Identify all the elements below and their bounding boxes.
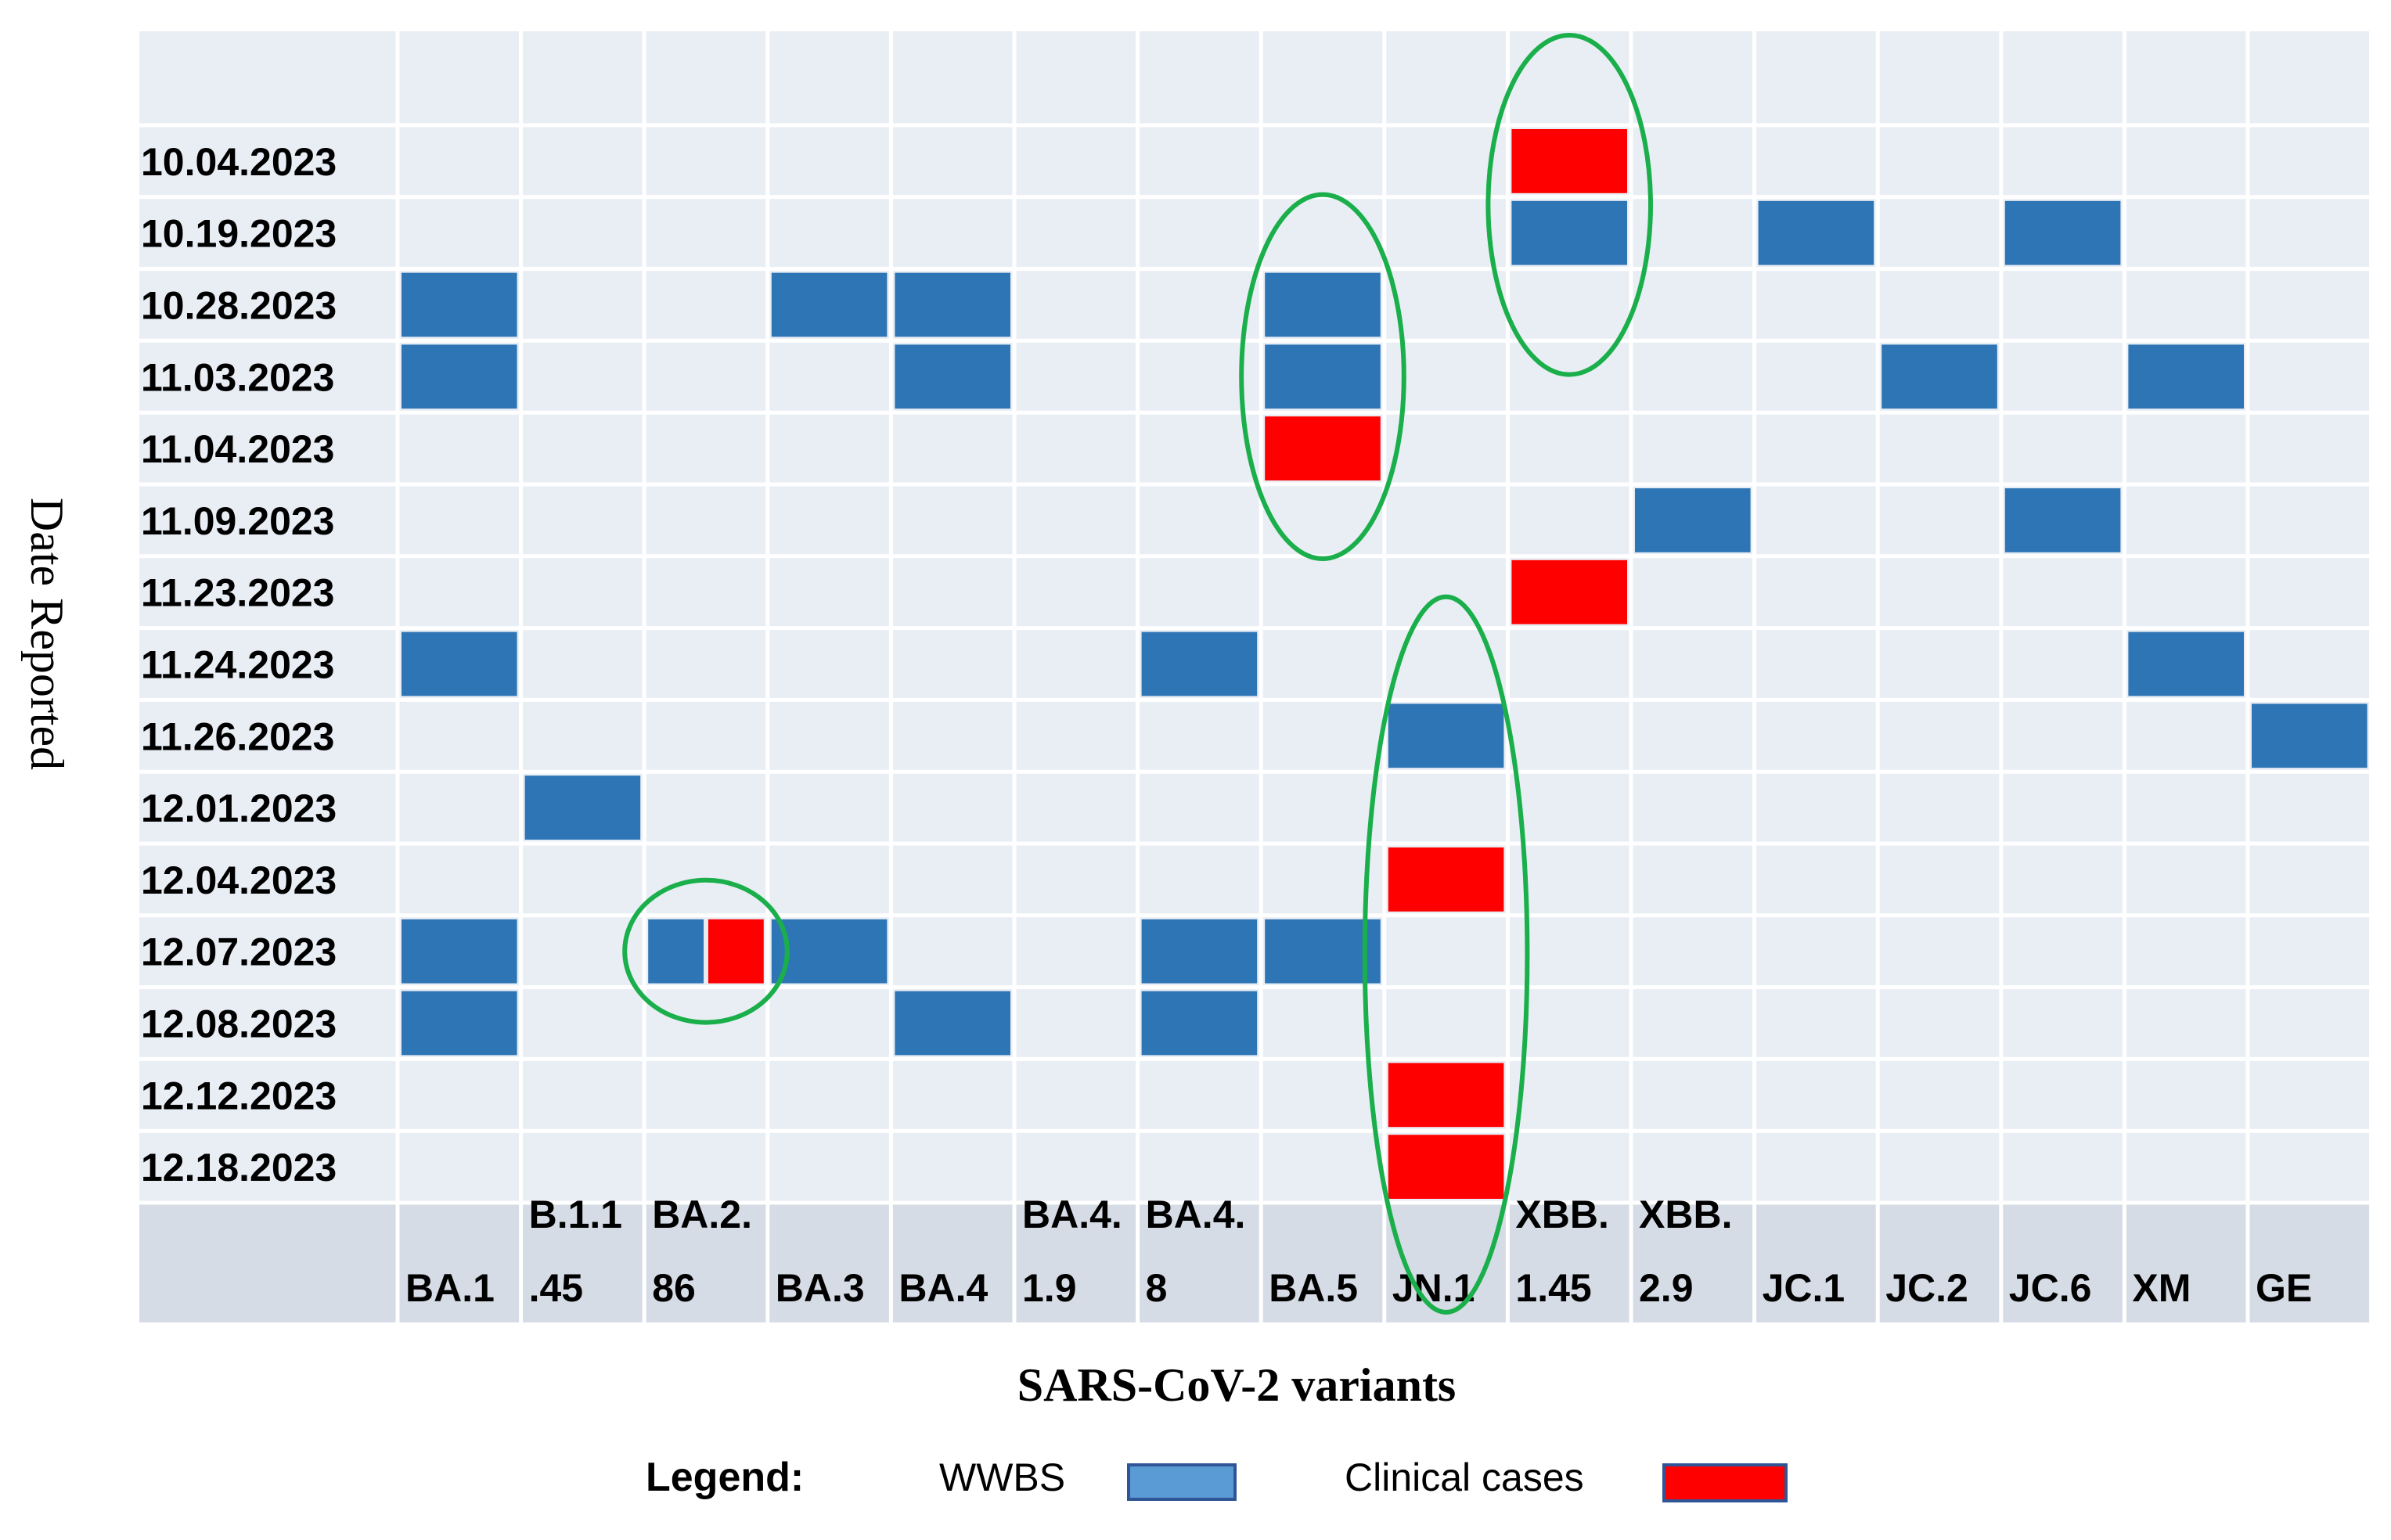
cell-wwbs-BA-1-12-08-2023	[402, 991, 517, 1056]
heatmap-grid	[139, 31, 2374, 1322]
row-label: 10.28.2023	[141, 284, 337, 328]
cell-wwbs-XM-11-03-2023	[2128, 344, 2244, 409]
column-label: JC.1	[1763, 1266, 1845, 1310]
column-label: BA.1	[405, 1266, 495, 1310]
column-label: 86	[652, 1266, 696, 1310]
cell-wwbs-JC-2-11-03-2023	[1881, 344, 1997, 409]
cell-wwbs-BA-4-11-03-2023	[895, 344, 1010, 409]
column-label: JC.2	[1885, 1266, 1968, 1310]
column-label: JN.1	[1392, 1266, 1475, 1310]
row-label: 12.08.2023	[141, 1002, 337, 1046]
cell-wwbs-BA-4-8-12-08-2023	[1141, 991, 1258, 1056]
legend-swatch-wwbs	[1127, 1463, 1237, 1501]
column-label: 1.9	[1022, 1266, 1077, 1310]
column-label: BA.4.	[1022, 1193, 1122, 1236]
legend-title: Legend:	[646, 1455, 804, 1500]
cell-wwbs-BA-1-11-03-2023	[402, 344, 517, 409]
cell-wwbs-BA-5-12-07-2023	[1265, 919, 1381, 984]
legend-swatch-clinical	[1662, 1463, 1788, 1502]
row-label: 12.04.2023	[141, 858, 337, 902]
y-axis-label: Date Reported	[21, 498, 73, 770]
row-label: 11.03.2023	[141, 355, 335, 399]
row-label: 11.26.2023	[141, 714, 335, 758]
cell-wwbs-BA-1-11-24-2023	[402, 631, 517, 696]
column-label: XM	[2132, 1266, 2191, 1310]
cell-wwbs-GE-11-26-2023	[2252, 703, 2368, 768]
legend: Legend: WWBS Clinical cases	[646, 1455, 1788, 1502]
highlight-rings	[622, 32, 1653, 1315]
cell-wwbs-BA-3-10-28-2023	[771, 272, 888, 337]
row-label: 11.23.2023	[141, 571, 335, 615]
cell-wwbs-BA-3-12-07-2023	[771, 919, 888, 984]
column-label: BA.5	[1269, 1266, 1358, 1310]
row-label: 10.04.2023	[141, 140, 337, 184]
row-label: 10.19.2023	[141, 212, 337, 256]
cell-wwbs-JC-1-10-19-2023	[1758, 200, 1874, 265]
column-label: GE	[2256, 1266, 2312, 1310]
cell-wwbs-B-1-1-45-12-01-2023	[524, 775, 641, 840]
cell-wwbs-BA-4-8-11-24-2023	[1141, 631, 1258, 696]
column-label: 2.9	[1639, 1266, 1694, 1310]
column-label: XBB.	[1639, 1193, 1732, 1236]
cell-wwbs-XM-11-24-2023	[2128, 631, 2244, 696]
row-label: 12.01.2023	[141, 786, 337, 830]
column-labels: BA.1 B.1.1 .45 BA.2. 86 BA.3 BA.4 BA.4. 1.9 BA.4.…	[405, 1193, 2312, 1310]
row-label: 12.12.2023	[141, 1074, 337, 1117]
row-label: 12.18.2023	[141, 1146, 337, 1189]
column-label: BA.4.	[1146, 1193, 1246, 1236]
cell-wwbs-BA-2-86-12-07-2023	[648, 919, 704, 984]
cell-wwbs-BA-4-10-28-2023	[895, 272, 1010, 337]
cell-wwbs-BA-5-11-03-2023	[1265, 344, 1381, 409]
cell-clinical-XBB-1-45-10-04-2023	[1511, 129, 1627, 193]
column-label: XBB.	[1515, 1193, 1608, 1236]
legend-label-wwbs: WWBS	[939, 1455, 1065, 1499]
column-label: 1.45	[1515, 1266, 1591, 1310]
cell-wwbs-XBB-1-45-10-19-2023	[1511, 200, 1627, 265]
column-label: BA.4	[898, 1266, 988, 1310]
column-label: 8	[1146, 1266, 1168, 1310]
column-label: B.1.1	[529, 1193, 623, 1236]
row-label: 12.07.2023	[141, 930, 337, 974]
cell-wwbs-BA-1-10-28-2023	[402, 272, 517, 337]
column-label: BA.3	[776, 1266, 865, 1310]
x-axis-label: SARS-CoV-2 variants	[1017, 1359, 1457, 1411]
row-label: 11.04.2023	[141, 427, 335, 471]
cell-wwbs-BA-4-8-12-07-2023	[1141, 919, 1258, 984]
cell-wwbs-BA-5-10-28-2023	[1265, 272, 1381, 337]
cell-clinical-JN-1-12-12-2023	[1388, 1063, 1504, 1128]
highlight-ring-BA-2-86	[622, 877, 790, 1025]
cell-clinical-BA-5-11-04-2023	[1265, 416, 1381, 480]
cell-wwbs-XBB-2-9-11-09-2023	[1635, 488, 1751, 552]
cell-wwbs-BA-4-12-08-2023	[895, 991, 1010, 1056]
highlight-ring-JN-1	[1362, 594, 1530, 1315]
row-label: 11.24.2023	[141, 643, 335, 687]
cell-clinical-BA-2-86-12-07-2023	[708, 919, 764, 984]
cell-wwbs-JC-6-10-19-2023	[2004, 200, 2121, 265]
legend-label-clinical: Clinical cases	[1345, 1455, 1584, 1499]
column-label: JC.6	[2009, 1266, 2092, 1310]
highlight-ring-BA-5	[1239, 192, 1406, 561]
column-label: .45	[529, 1266, 584, 1310]
cell-clinical-JN-1-12-04-2023	[1388, 847, 1504, 912]
cell-wwbs-JC-6-11-09-2023	[2004, 488, 2121, 552]
row-labels: 10.04.2023 10.19.2023 10.28.2023 11.03.2023…	[141, 140, 337, 1189]
column-label: BA.2.	[652, 1193, 752, 1236]
cell-clinical-JN-1-12-18-2023	[1388, 1135, 1504, 1199]
highlight-ring-XBB-1-45	[1485, 32, 1653, 377]
cell-wwbs-JN-1-11-26-2023	[1388, 703, 1504, 768]
cell-clinical-XBB-1-45-11-23-2023	[1511, 560, 1627, 624]
cell-wwbs-BA-1-12-07-2023	[402, 919, 517, 984]
row-label: 11.09.2023	[141, 499, 335, 543]
